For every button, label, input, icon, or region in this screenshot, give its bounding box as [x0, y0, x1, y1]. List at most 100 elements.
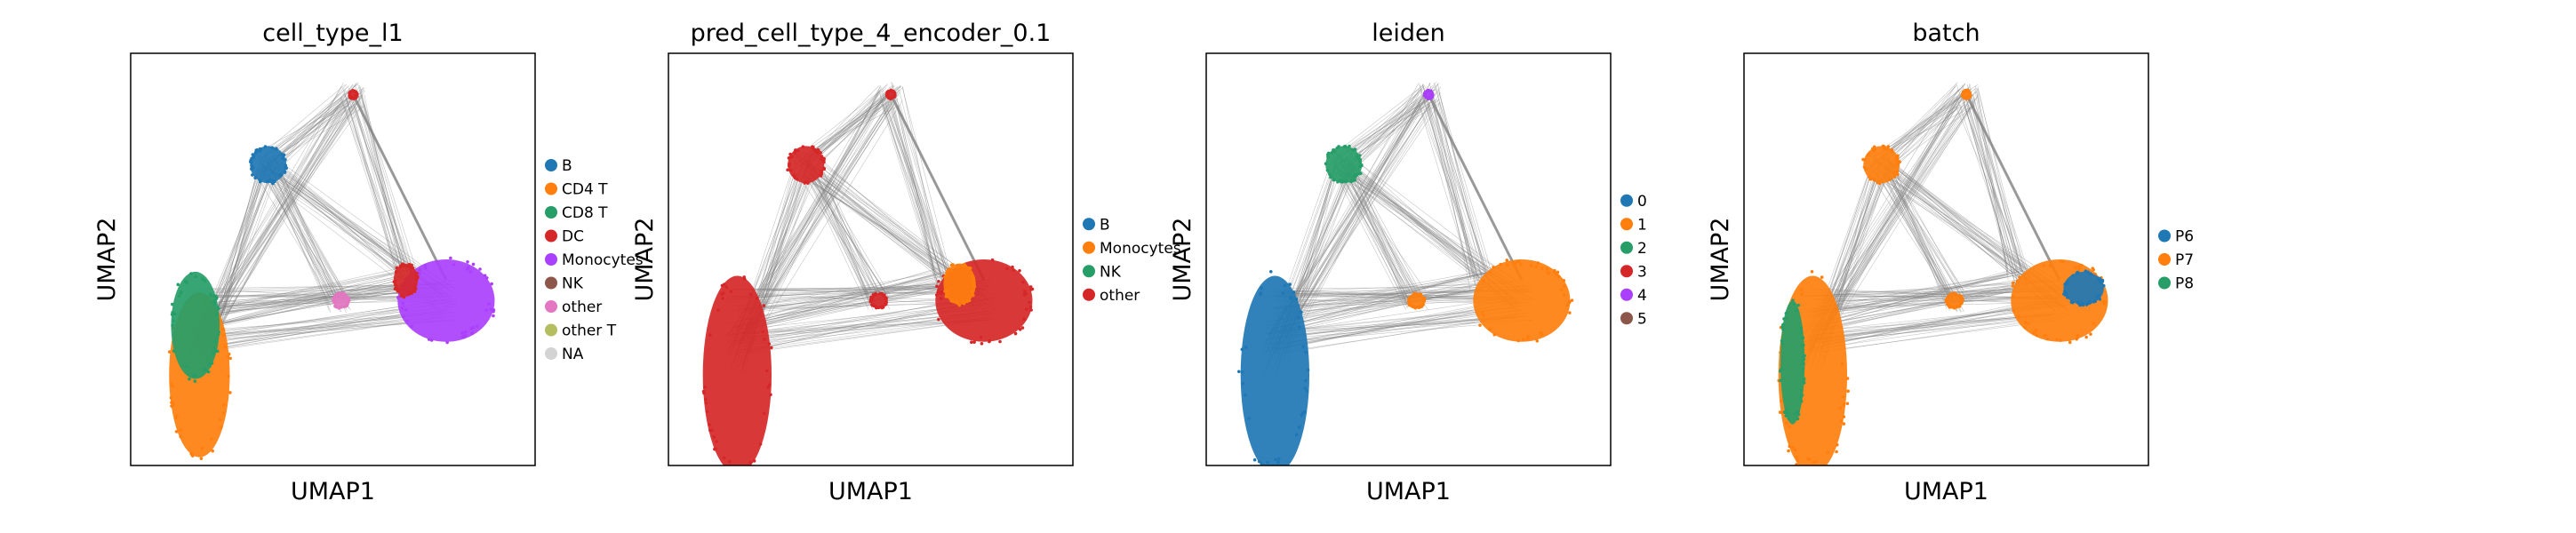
legend-item: P6 — [2158, 228, 2194, 246]
legend-marker — [545, 229, 557, 243]
legend-item: NK — [545, 275, 584, 293]
cluster-dc — [392, 262, 420, 299]
cluster-p7 — [1960, 88, 1972, 100]
cluster-p7 — [1861, 144, 1901, 186]
legend-marker — [2158, 229, 2171, 243]
legend-label: other — [1100, 287, 1140, 305]
legend-label: 0 — [1637, 193, 1647, 211]
legend-label: other T — [562, 322, 617, 340]
legend-item: B — [1083, 216, 1110, 234]
legend-marker — [545, 276, 557, 290]
legend-label: P7 — [2175, 251, 2194, 269]
panel-2: leiden UMAP1 UMAP2 0 1 2 3 4 5 — [1169, 20, 1647, 505]
legend-marker — [1083, 241, 1095, 254]
legend-label: other — [562, 298, 602, 316]
panel-3: batch UMAP1 UMAP2 P6 P7 P8 — [1707, 20, 2194, 505]
cluster-other — [786, 145, 827, 185]
legend-marker — [1620, 241, 1633, 254]
legend-label: NK — [562, 275, 584, 293]
legend-item: NA — [545, 346, 584, 363]
legend-item: 1 — [1620, 216, 1647, 234]
legend-label: DC — [562, 228, 584, 246]
legend-marker — [1620, 312, 1633, 325]
legend-marker — [1620, 265, 1633, 278]
legend-item: CD4 T — [545, 181, 608, 199]
cluster-cd8-t — [170, 271, 220, 383]
legend-label: 1 — [1637, 216, 1647, 234]
cluster-dc — [348, 89, 359, 100]
legend-item: 5 — [1620, 310, 1647, 328]
legend-marker — [545, 182, 557, 195]
legend-label: B — [1100, 216, 1110, 234]
legend-label: B — [562, 157, 572, 175]
x-axis-label: UMAP1 — [1904, 478, 1988, 505]
legend-marker — [1083, 288, 1095, 301]
cluster-monocytes — [943, 262, 977, 307]
legend-item: 3 — [1620, 263, 1647, 281]
legend: P6 P7 P8 — [2158, 228, 2194, 293]
plot-frame — [130, 52, 536, 466]
legend-item: other — [545, 298, 602, 316]
legend-item: 0 — [1620, 193, 1647, 211]
legend-marker — [1620, 218, 1633, 231]
plot-frame — [1743, 52, 2149, 466]
legend-label: 2 — [1637, 240, 1647, 258]
plot-frame — [668, 52, 1074, 466]
cluster-2 — [1324, 144, 1364, 184]
cluster-other — [332, 291, 351, 310]
legend-marker — [1620, 194, 1633, 207]
legend-marker — [545, 253, 557, 266]
cluster-p8 — [1778, 298, 1806, 425]
cluster-monocytes — [396, 256, 496, 345]
legend-label: P8 — [2175, 275, 2194, 293]
panel-0: cell_type_l1 UMAP1 UMAP2 B CD4 T CD8 T DC Monoc… — [93, 20, 644, 505]
y-axis-label: UMAP2 — [1707, 218, 1734, 302]
legend-item: 2 — [1620, 240, 1647, 258]
legend-item: DC — [545, 228, 584, 246]
legend-marker — [2158, 253, 2171, 266]
legend-label: Monocytes — [1100, 240, 1181, 258]
y-axis-label: UMAP2 — [631, 218, 659, 302]
cluster-b — [248, 145, 289, 186]
x-axis-label: UMAP1 — [828, 478, 913, 505]
legend-label: CD4 T — [562, 181, 608, 199]
cluster-other — [701, 275, 773, 465]
plot-area — [701, 82, 1035, 465]
legend-label: P6 — [2175, 228, 2194, 246]
legend-label: CD8 T — [562, 204, 608, 222]
cluster-1 — [1406, 291, 1427, 310]
legend-item: B — [545, 157, 572, 175]
legend-label: 3 — [1637, 263, 1647, 281]
legend-item: 4 — [1620, 287, 1647, 305]
plot-area — [1236, 82, 1574, 465]
cluster-other — [884, 88, 897, 100]
legend-item: other — [1083, 287, 1140, 305]
cluster-other — [868, 291, 888, 310]
x-axis-label: UMAP1 — [291, 478, 375, 505]
legend-item: CD8 T — [545, 204, 608, 222]
legend-label: Monocytes — [562, 251, 644, 269]
legend-item: Monocytes — [545, 251, 644, 269]
legend-marker — [545, 300, 557, 313]
legend-marker — [1620, 288, 1633, 301]
cluster-p7 — [1944, 291, 1964, 310]
legend: 0 1 2 3 4 5 — [1620, 193, 1647, 328]
legend-label: NA — [562, 346, 584, 363]
legend-label: 5 — [1637, 310, 1647, 328]
plot-area — [168, 82, 496, 460]
y-axis-label: UMAP2 — [93, 218, 121, 302]
legend-marker — [545, 206, 557, 219]
legend: B CD4 T CD8 T DC Monocytes NK other other T NA — [545, 157, 644, 363]
legend-item: Monocytes — [1083, 240, 1181, 258]
panel-title: leiden — [1372, 20, 1444, 47]
legend-marker — [545, 159, 557, 171]
legend-marker — [545, 323, 557, 337]
plot-frame — [1205, 52, 1612, 466]
panel-title: batch — [1912, 20, 1980, 47]
legend-marker — [545, 347, 557, 360]
x-axis-label: UMAP1 — [1366, 478, 1451, 505]
panel-title: cell_type_l1 — [262, 20, 403, 47]
panel-title: pred_cell_type_4_encoder_0.1 — [691, 20, 1052, 47]
legend-marker — [2158, 276, 2171, 290]
